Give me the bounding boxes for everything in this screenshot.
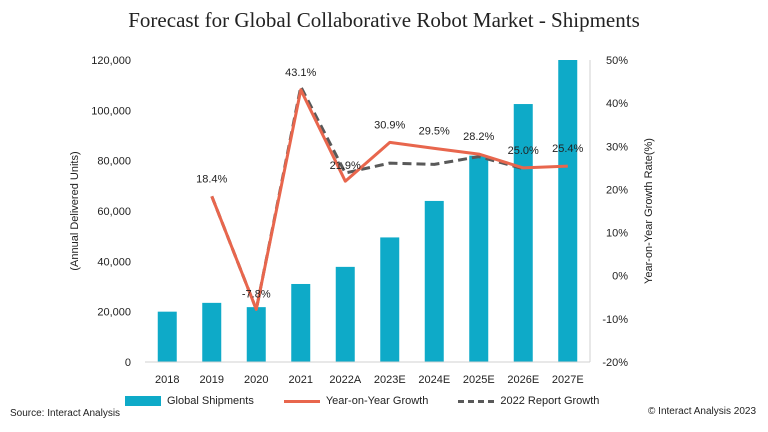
y-tick-label: 120,000 — [91, 55, 131, 67]
y2-tick-label: -20% — [602, 357, 628, 369]
x-tick-label: 2025E — [463, 374, 495, 386]
y-tick-label: 20,000 — [97, 307, 131, 319]
data-label: 28.2% — [463, 131, 494, 143]
legend-label-2022-report: 2022 Report Growth — [500, 395, 600, 407]
data-label: 30.9% — [374, 119, 405, 131]
bar-2024e — [424, 200, 444, 362]
chart-title: Forecast for Global Collaborative Robot … — [128, 8, 640, 32]
y-tick-label: 0 — [125, 357, 131, 369]
x-tick-label: 2026E — [507, 374, 539, 386]
x-tick-label: 2018 — [155, 374, 179, 386]
legend-label-shipments: Global Shipments — [167, 395, 254, 407]
legend-item-yoy-growth: Year-on-Year Growth — [283, 395, 429, 407]
bar-2027e — [558, 60, 578, 362]
legend-item-2022-report: 2022 Report Growth — [458, 395, 599, 407]
y2-axis-title: Year-on-Year Growth Rate(%) — [643, 138, 655, 284]
y-axis-title: (Annual Delivered Units) — [69, 151, 81, 270]
legend-swatch-shipments — [125, 396, 161, 406]
bar-2022a — [335, 266, 355, 362]
x-tick-label: 2021 — [289, 374, 313, 386]
y-tick-label: 60,000 — [97, 206, 131, 218]
y2-tick-label: 30% — [606, 141, 628, 153]
x-tick-label: 2020 — [244, 374, 268, 386]
y2-tick-label: 10% — [606, 228, 628, 240]
series-line-yoy-growth — [210, 88, 568, 311]
data-label: 18.4% — [196, 173, 227, 185]
y-tick-label: 80,000 — [97, 156, 131, 168]
bar-2019 — [202, 302, 222, 362]
y2-tick-label: 20% — [606, 184, 628, 196]
bar-2020 — [246, 307, 266, 362]
data-label: 21.9% — [330, 160, 361, 172]
bar-2018 — [157, 311, 177, 362]
data-label: 43.1% — [285, 67, 316, 79]
data-label: -7.8% — [242, 288, 271, 300]
y2-tick-label: 50% — [606, 55, 628, 67]
x-tick-label: 2024E — [418, 374, 450, 386]
bar-2025e — [469, 155, 489, 362]
y-tick-label: 100,000 — [91, 105, 131, 117]
x-tick-label: 2019 — [200, 374, 224, 386]
x-tick-label: 2022A — [329, 374, 361, 386]
legend: Global Shipments Year-on-Year Growth 202… — [125, 395, 629, 407]
data-label: 25.4% — [552, 143, 583, 155]
y-tick-label: 40,000 — [97, 256, 131, 268]
legend-item-shipments: Global Shipments — [125, 395, 254, 407]
legend-label-yoy-growth: Year-on-Year Growth — [325, 395, 429, 407]
x-tick-label: 2023E — [374, 374, 406, 386]
legend-swatch-yoy-growth — [283, 399, 320, 403]
y2-tick-label: 40% — [606, 98, 628, 110]
y2-tick-label: 0% — [612, 271, 628, 283]
bar-2023e — [380, 237, 400, 362]
data-label: 25.0% — [508, 145, 539, 157]
bar-2021 — [291, 283, 311, 362]
bar-2026e — [513, 104, 533, 363]
legend-swatch-2022-report — [458, 399, 495, 403]
y2-tick-label: -10% — [602, 314, 628, 326]
source-note: Source: Interact Analysis — [10, 408, 121, 419]
copyright-note: © Interact Analysis 2023 — [648, 406, 756, 417]
x-tick-label: 2027E — [552, 374, 584, 386]
data-label: 29.5% — [419, 125, 450, 137]
